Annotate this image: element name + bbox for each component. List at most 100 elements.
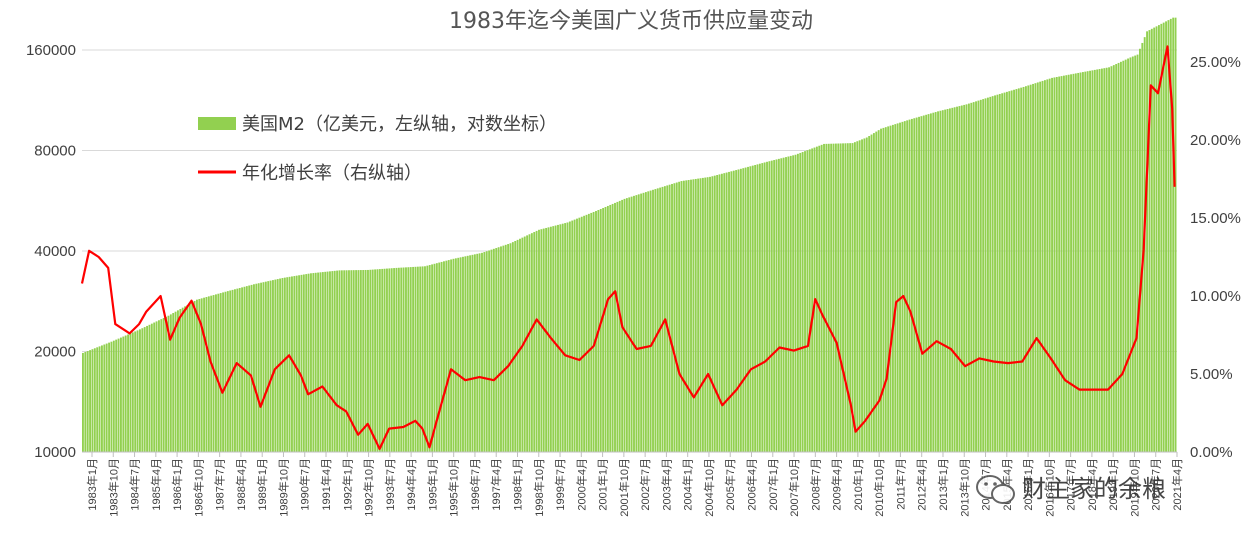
m2-bar (91, 349, 94, 452)
m2-bar (585, 214, 588, 452)
m2-bar (780, 158, 783, 452)
m2-bar (680, 181, 683, 453)
m2-bar (129, 333, 132, 452)
m2-bar (516, 239, 519, 452)
m2-bar (162, 317, 165, 452)
m2-bar (400, 267, 403, 452)
m2-bars (82, 17, 1177, 453)
m2-bar (402, 267, 405, 452)
m2-bar (590, 212, 593, 452)
m2-bar (758, 163, 761, 452)
m2-bar (728, 171, 730, 453)
left-tick-label: 160000 (26, 42, 76, 59)
m2-bar (1165, 21, 1167, 452)
x-tick-label: 1986年10月 (191, 458, 205, 517)
m2-bar (1046, 79, 1049, 453)
m2-bar (200, 298, 203, 452)
m2-bar (891, 124, 894, 452)
m2-bar (799, 152, 802, 452)
m2-bar (908, 119, 911, 452)
m2-bar (255, 283, 258, 452)
m2-bar (435, 263, 438, 452)
m2-bar (1115, 64, 1118, 453)
m2-bar (637, 194, 640, 452)
m2-bar (951, 107, 954, 452)
m2-bar (587, 213, 590, 452)
right-axis-ticks: 0.00% 5.00% 10.00% 15.00% 20.00% 25.00% (1190, 54, 1241, 461)
right-tick-label: 20.00% (1190, 132, 1241, 149)
m2-bar (511, 242, 514, 452)
m2-bar (842, 143, 844, 452)
m2-bar (395, 267, 398, 452)
left-tick-label: 40000 (34, 243, 76, 260)
m2-bar (1131, 56, 1134, 453)
m2-bar (1074, 73, 1077, 453)
m2-bar (1024, 86, 1027, 452)
m2-bar (127, 334, 130, 452)
m2-bar (701, 177, 704, 452)
m2-bar (331, 271, 334, 452)
m2-bar (1008, 91, 1011, 453)
m2-bar (229, 290, 232, 452)
m2-bar (416, 266, 419, 452)
m2-bar (939, 110, 942, 452)
x-tick-label: 1994年4月 (404, 458, 418, 511)
m2-bar (554, 225, 557, 452)
m2-bar (975, 101, 977, 452)
m2-bar (846, 143, 849, 452)
m2-bar (407, 267, 410, 452)
m2-bar (747, 166, 749, 452)
m2-bar (1015, 89, 1018, 452)
m2-bar (732, 170, 735, 452)
m2-bar (623, 198, 626, 452)
m2-bar (321, 272, 324, 452)
m2-bar (390, 268, 393, 452)
m2-bar (495, 248, 498, 452)
m2-bar (115, 339, 118, 452)
m2-bar (633, 195, 635, 453)
m2-bar (986, 97, 989, 453)
m2-bar (1051, 77, 1053, 452)
x-tick-label: 2019年10月 (1127, 458, 1141, 517)
m2-bar (785, 157, 787, 452)
m2-bar (177, 310, 179, 452)
m2-bar (310, 273, 312, 452)
m2-bar (706, 177, 709, 452)
m2-bar (174, 311, 177, 452)
m2-bar (207, 296, 210, 452)
m2-bar (1103, 68, 1106, 453)
x-tick-label: 2010年10月 (872, 458, 886, 517)
m2-bar (920, 116, 923, 452)
x-tick-label: 2020年7月 (1149, 458, 1163, 511)
m2-bar (754, 164, 757, 453)
m2-bar (350, 270, 353, 452)
m2-bar (782, 157, 785, 452)
m2-bar (393, 268, 396, 452)
m2-bar (875, 131, 878, 453)
m2-bar (856, 141, 859, 452)
m2-bar (514, 241, 517, 452)
m2-bar (763, 162, 766, 452)
m2-bar (777, 158, 780, 453)
legend: 美国M2（亿美元，左纵轴，对数坐标） 年化增长率（右纵轴） (198, 114, 557, 184)
m2-bar (1139, 48, 1141, 452)
m2-bar (887, 126, 890, 453)
m2-bar (739, 168, 742, 452)
right-tick-label: 5.00% (1190, 366, 1233, 383)
x-tick-label: 1989年1月 (255, 458, 269, 511)
m2-bar (355, 270, 358, 452)
m2-bar (203, 297, 206, 452)
m2-bar (478, 253, 481, 452)
m2-bar (625, 198, 628, 452)
m2-bar (504, 244, 507, 452)
m2-bar (490, 249, 493, 452)
m2-bar (545, 227, 548, 452)
m2-bar (336, 270, 339, 452)
x-tick-label: 2016年10月 (1042, 458, 1056, 517)
left-tick-label: 20000 (34, 344, 76, 361)
m2-bar (1022, 86, 1025, 453)
m2-bar (1048, 78, 1051, 453)
m2-bar (500, 246, 502, 452)
x-tick-label: 2004年10月 (702, 458, 716, 517)
x-axis-ticks: 1983年1月 1983年10月 1984年7月 1985年4月 1986年1月 1986… (82, 451, 1184, 517)
